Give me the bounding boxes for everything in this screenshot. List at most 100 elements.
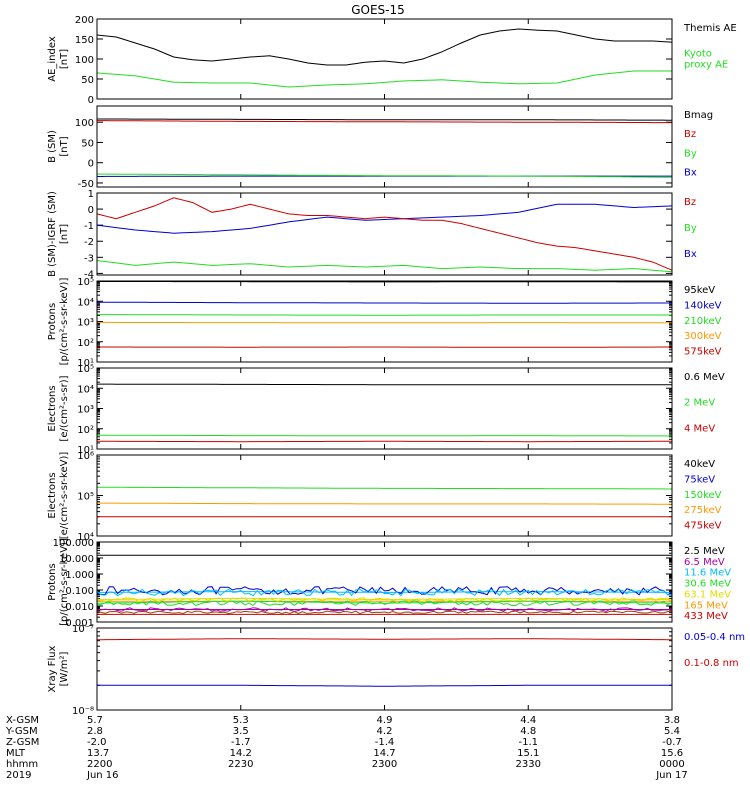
x-axis-value: Jun 16 — [86, 770, 119, 781]
plot-title: GOES-15 — [351, 3, 405, 17]
legend-95kev: 95keV — [684, 285, 715, 296]
legend-kyoto-proxy-ae: proxy AE — [684, 59, 728, 70]
legend-0-1-0-8-nm: 0.1-0.8 nm — [684, 658, 739, 669]
x-axis-value: 5.7 — [87, 715, 103, 726]
y-tick-label: 10² — [77, 338, 94, 349]
legend-2-mev: 2 MeV — [684, 398, 715, 409]
legend-475kev: 475keV — [684, 521, 722, 532]
y-axis-label: [p/(cm²-s-sr-keV)] — [59, 538, 70, 626]
series-line-275kev — [97, 502, 672, 505]
y-tick-label: 10.000 — [59, 554, 94, 565]
y-tick-label: 0 — [88, 95, 94, 106]
legend-0-6-mev: 0.6 MeV — [684, 372, 725, 383]
legend-6-5-mev: 6.5 MeV — [684, 557, 725, 568]
panel-8: 10⁻⁸ 10⁻⁷ Xray Flux [W/m²] 0.05-0.4 nm 0.1-0.… — [47, 624, 745, 717]
y-tick-label: 10⁻⁷ — [72, 624, 94, 635]
x-axis-value: 4.4 — [520, 715, 536, 726]
panel-frame — [96, 280, 673, 363]
legend-by: By — [684, 223, 697, 234]
legend-kyoto-proxy-ae: Kyoto — [684, 48, 712, 59]
panel-frame — [96, 454, 673, 537]
panel-frame — [96, 192, 673, 276]
y-tick-label: 10⁻⁸ — [72, 706, 94, 717]
y-tick-label: 10⁵ — [77, 364, 94, 375]
noisy-line-cyan-noisy — [96, 588, 673, 597]
x-axis-value: 2330 — [516, 759, 541, 770]
y-tick-label: -50 — [78, 179, 94, 190]
legend-bmag: Bmag — [684, 110, 713, 121]
y-tick-label: 10² — [77, 425, 94, 436]
y-tick-label: 1 — [88, 189, 94, 200]
y-axis-label: [nT] — [59, 136, 70, 156]
y-tick-label: 10⁴ — [77, 384, 94, 395]
y-tick-label: -3 — [84, 253, 94, 264]
panel-frame — [96, 105, 673, 188]
y-tick-label: 0 — [88, 159, 94, 170]
legend-433-mev: 433 MeV — [684, 611, 728, 622]
x-axis-value: 2.8 — [87, 726, 103, 737]
x-axis-value: 2300 — [372, 759, 397, 770]
y-axis-label: Protons — [47, 563, 58, 600]
series-line-by — [96, 173, 673, 178]
x-axis-value: 14.2 — [230, 748, 252, 759]
legend-bz: Bz — [684, 129, 696, 140]
y-tick-label: 1.000 — [65, 570, 94, 581]
series-line-themis-ae — [96, 28, 673, 66]
y-tick-label: 100 — [75, 55, 94, 66]
x-axis-row-label: Y-GSM — [5, 726, 38, 737]
x-axis-value: -0.7 — [662, 737, 682, 748]
series-line-0-1-0-8-nm — [97, 638, 672, 641]
y-axis-label: Electrons — [47, 472, 58, 518]
panel-2: -50 0 50 100 B (SM) [nT] Bmag Bz By Bx — [47, 105, 713, 190]
panel-frame — [96, 541, 673, 623]
legend-140kev: 140keV — [684, 300, 722, 311]
x-axis-row-label: X-GSM — [6, 715, 39, 726]
y-tick-label: 10¹ — [77, 358, 94, 369]
x-axis-value: 14.7 — [373, 748, 395, 759]
x-axis-value: 2200 — [87, 759, 112, 770]
legend-0-05-0-4-nm: 0.05-0.4 nm — [684, 632, 745, 643]
y-axis-label: B (SM) — [47, 130, 58, 163]
y-tick-label: 10⁵ — [77, 277, 94, 288]
y-tick-label: -2 — [84, 237, 94, 248]
x-axis-value: 4.8 — [520, 726, 536, 737]
legend-75kev: 75keV — [684, 474, 715, 485]
y-tick-label: 0.010 — [65, 602, 94, 613]
legend-themis-ae: Themis AE — [683, 23, 737, 34]
legend-11-6-mev: 11.6 MeV — [684, 568, 731, 579]
x-axis-value: 2230 — [228, 759, 253, 770]
y-tick-label: 10⁶ — [77, 451, 94, 462]
x-axis-value: 0000 — [659, 759, 684, 770]
y-tick-label: 0.001 — [65, 618, 94, 629]
x-axis-value: 4.9 — [377, 715, 393, 726]
x-axis-row-label: MLT — [6, 748, 26, 759]
panel-6: 10⁴ 10⁵ 10⁶ Electrons [e/(cm²-s-sr-keV)] 40ke… — [47, 451, 722, 543]
panel-7: 0.001 0.010 0.100 1.000 10.000 100.000 Protons… — [47, 538, 731, 629]
x-axis-value: 15.6 — [661, 748, 683, 759]
y-tick-label: 200 — [75, 15, 94, 26]
panel-frame — [96, 367, 673, 450]
x-axis-value: 15.1 — [517, 748, 539, 759]
legend-2-5-mev: 2.5 MeV — [684, 546, 725, 557]
panel-frame — [96, 18, 673, 100]
y-axis-label: [nT] — [59, 224, 70, 244]
x-axis-value: -1.4 — [375, 737, 395, 748]
legend-275kev: 275keV — [684, 505, 722, 516]
x-axis-value: 13.7 — [87, 748, 109, 759]
y-axis-label: B (SM)-IGRF (SM) — [47, 191, 58, 277]
x-axis-value: 5.3 — [233, 715, 249, 726]
legend-165-mev: 165 MeV — [684, 600, 728, 611]
series-line-30-6-mev — [96, 600, 673, 604]
x-axis-value: Jun 17 — [655, 770, 688, 781]
noisy-line-brown-noisy — [96, 610, 673, 615]
x-axis-value: -1.7 — [231, 737, 251, 748]
x-axis-value: -2.0 — [87, 737, 107, 748]
y-axis-label: Electrons — [47, 385, 58, 431]
noisy-line-yellow-noisy — [96, 597, 673, 603]
x-axis-value: -1.1 — [518, 737, 538, 748]
y-tick-label: 10³ — [77, 405, 94, 416]
series-line-bx — [96, 203, 673, 234]
y-tick-label: 10³ — [77, 318, 94, 329]
legend-63-1-mev: 63.1 MeV — [684, 589, 731, 600]
